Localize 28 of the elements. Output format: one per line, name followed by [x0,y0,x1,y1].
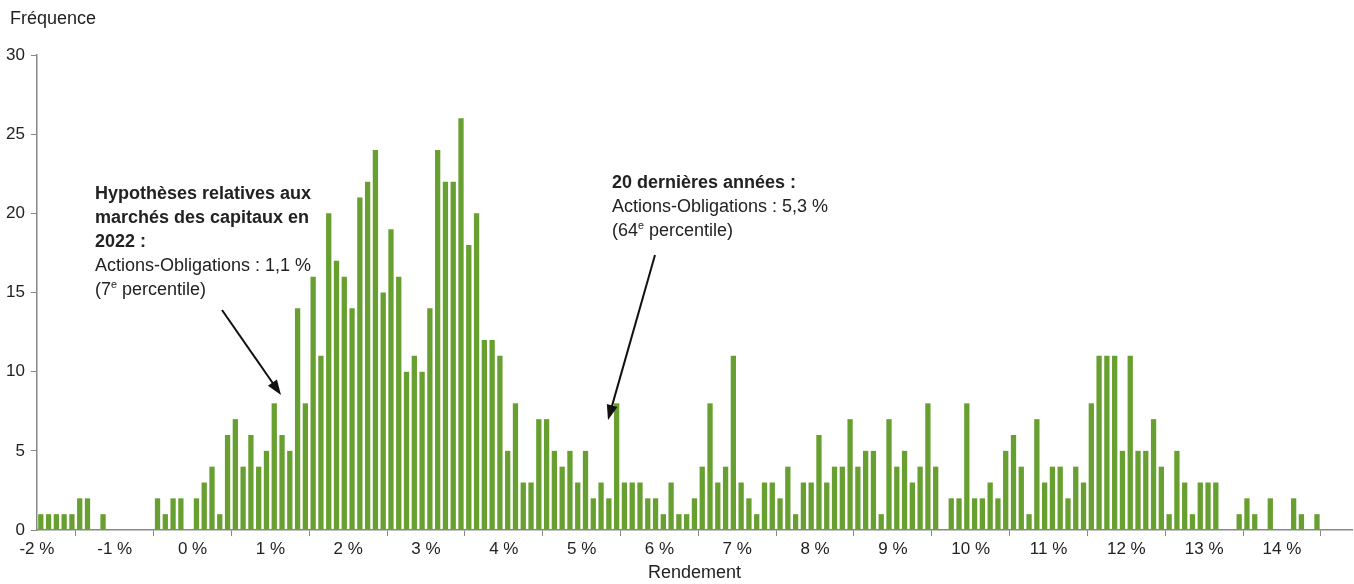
annotation: 20 dernières années : Actions-Obligations : 5,3 % (64$^{e}$ percentile) [612,171,830,242]
y-tick-label: 10 [5,361,25,381]
x-tick-label: 9 % [878,538,908,558]
x-tick-label: 8 % [800,538,830,558]
y-axis-title: Fréquence [10,8,97,29]
x-tick-label: 4 % [489,538,519,558]
x-tick-label: 11 % [1029,538,1068,558]
x-tick-label: 13 % [1184,538,1224,558]
x-tick-label: 3 % [411,538,441,558]
y-tick-label: 25 [5,123,25,143]
x-tick-label: 10 % [951,538,991,558]
x-tick-label: 5 % [566,538,597,558]
x-tick-label: 6 % [644,538,675,558]
x-axis-title: Rendement [647,562,741,583]
x-tick-label: 12 % [1106,538,1146,558]
x-tick-label: -2 % [19,538,55,558]
x-tick-label: 14 % [1262,538,1302,558]
x-tick-label: 1 % [255,538,286,558]
x-tick-label: 0 % [177,538,208,558]
y-tick-label: 30 [5,44,25,64]
annotation: Hypothèses relatives aux marchés des capitaux en 2022 : Actions-Obligations : 1,1 % (7$^{e}$ percentile) [95,182,313,301]
x-tick-label: 2 % [333,538,363,558]
y-tick-label: 15 [5,282,25,302]
x-tick-label: -1 % [97,538,133,558]
y-tick-label: 0 [15,519,25,539]
y-tick-label: 20 [5,203,25,223]
x-tick-label: 7 % [722,538,752,558]
y-tick-label: 5 [15,440,25,460]
